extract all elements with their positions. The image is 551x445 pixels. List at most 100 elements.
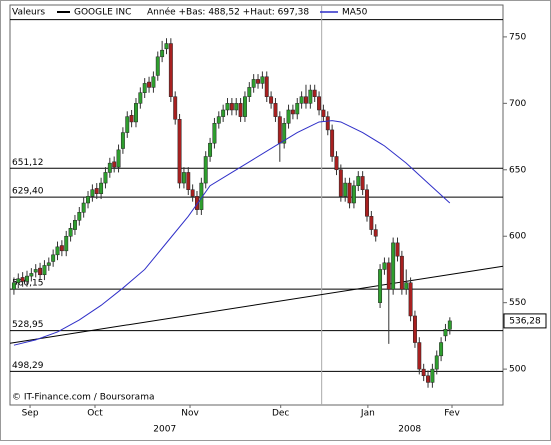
legend-title: Valeurs [12, 8, 45, 18]
y-tick-label: 650 [509, 165, 526, 175]
candle-body [46, 262, 51, 266]
candle-body [125, 116, 130, 133]
candle-body [68, 228, 73, 237]
x-tick-label: Sep [22, 409, 39, 419]
candle-body [203, 156, 208, 184]
y-tick-label: 600 [509, 232, 526, 242]
legend-ma: MA50 [342, 8, 368, 18]
x-tick-label: Dec [272, 409, 289, 419]
candle-body [173, 96, 178, 120]
candle-body [421, 368, 426, 377]
candle-body [142, 83, 147, 93]
candle-body [295, 103, 300, 115]
last-price-box [503, 313, 547, 329]
candle-body [238, 103, 243, 117]
candle-body [186, 172, 191, 190]
level-label: 498,29 [12, 361, 44, 371]
x-tick-label: Fev [444, 409, 460, 419]
candle-body [286, 109, 291, 124]
candle-body [25, 275, 29, 282]
candle-body [112, 161, 117, 168]
candle-body [94, 188, 99, 194]
candle-body [81, 202, 86, 213]
candle-body [330, 129, 335, 157]
candle-body [51, 254, 56, 262]
candle-body [20, 277, 25, 282]
candle-body [378, 269, 383, 303]
candle-body [147, 81, 152, 88]
candle-body [426, 375, 430, 383]
candle-body [216, 116, 221, 124]
candle-body [290, 109, 295, 115]
candle-body [386, 262, 391, 290]
candle-body [408, 282, 413, 317]
candle-body [256, 79, 260, 84]
plot-area [9, 4, 504, 406]
candle-body [42, 265, 47, 276]
y-tick-label: 550 [509, 298, 526, 308]
candle-body [447, 320, 452, 330]
candle-body [430, 368, 435, 383]
candle-body [160, 49, 165, 58]
candle-body [312, 89, 317, 97]
candle-body [321, 109, 326, 117]
candle-body [59, 245, 64, 252]
candle-body [412, 315, 417, 343]
candle-body [325, 116, 330, 131]
candle-body [356, 176, 361, 186]
candle-body [164, 43, 169, 50]
candle-body [29, 273, 34, 277]
candle-body [212, 123, 217, 144]
candle-body [155, 56, 160, 76]
y-tick-label: 750 [509, 32, 526, 42]
candle-body [11, 282, 16, 290]
candle-body [138, 92, 143, 104]
candle-body [365, 189, 369, 217]
candle-body [151, 76, 156, 88]
x-tick-label: Jan [360, 409, 375, 419]
candle-body [90, 189, 95, 197]
legend-stats: Année +Bas: 488,52 +Haut: 697,38 [147, 7, 309, 18]
candle-body [373, 229, 378, 237]
candle-body [247, 87, 252, 97]
candle-body [195, 196, 199, 210]
candle-body [38, 267, 43, 276]
candle-body [190, 189, 195, 197]
candle-body [404, 282, 409, 290]
trend-line [9, 265, 504, 344]
candle-body [443, 329, 448, 337]
candle-body [369, 216, 374, 230]
candle-body [282, 123, 287, 144]
candle-body [264, 76, 269, 97]
last-price-label: 536,28 [509, 316, 541, 326]
level-label: 651,12 [12, 158, 44, 168]
candle-body [317, 96, 322, 111]
candle-body [86, 196, 90, 204]
level-label: 629,40 [12, 187, 44, 197]
candle-body [116, 149, 121, 168]
candle-body [55, 246, 60, 256]
candle-body [234, 103, 239, 111]
candle-body [134, 103, 138, 123]
candle-body [242, 96, 247, 117]
candle-body [434, 355, 439, 370]
x-tick-label: Oct [87, 409, 103, 419]
candle-body [343, 182, 348, 197]
candle-body [308, 89, 313, 104]
candle-body [260, 76, 265, 84]
candle-body [439, 342, 444, 357]
candle-body [382, 262, 387, 270]
level-label: 560,15 [12, 279, 44, 289]
candle-body [347, 182, 352, 204]
candle-body [399, 255, 404, 290]
candle-body [225, 103, 230, 111]
year-label: 2007 [153, 425, 176, 435]
year-label: 2008 [398, 425, 421, 435]
candle-body [77, 212, 82, 221]
y-tick-label: 500 [509, 365, 526, 375]
ma-line [13, 120, 451, 346]
candle-body [181, 172, 186, 184]
candle-body [360, 176, 365, 190]
candle-body [269, 96, 274, 104]
